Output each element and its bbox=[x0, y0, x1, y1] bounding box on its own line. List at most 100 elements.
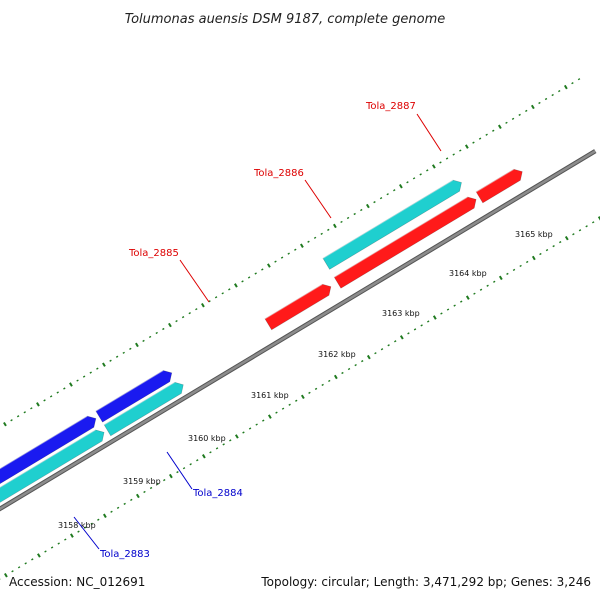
tick-outer bbox=[530, 104, 535, 110]
tick-inner bbox=[399, 335, 404, 340]
gene-highlight bbox=[103, 381, 175, 426]
tick-inner bbox=[519, 264, 522, 268]
tick-outer bbox=[439, 161, 442, 164]
tick-inner bbox=[333, 374, 338, 380]
tick-inner bbox=[130, 498, 133, 502]
tick-inner bbox=[201, 454, 206, 459]
tick-inner bbox=[24, 562, 27, 565]
tick-inner bbox=[545, 248, 549, 252]
gene-label[interactable]: Tola_2886 bbox=[253, 168, 304, 179]
tick-outer bbox=[234, 283, 238, 288]
tick-outer bbox=[544, 97, 548, 101]
tick-inner bbox=[328, 379, 331, 383]
tick-outer bbox=[300, 243, 304, 248]
tick-outer bbox=[386, 193, 389, 196]
tick-inner bbox=[103, 513, 107, 518]
topology-text: Topology: circular; Length: 3,471,292 bp… bbox=[260, 575, 591, 589]
tick-inner bbox=[473, 292, 476, 295]
tick-inner bbox=[486, 284, 489, 287]
tick-outer bbox=[102, 362, 106, 367]
tick-outer bbox=[419, 173, 422, 176]
gene-label[interactable]: Tola_2885 bbox=[128, 248, 179, 259]
tick-inner bbox=[234, 434, 239, 439]
tick-outer bbox=[393, 189, 396, 192]
tick-inner bbox=[394, 340, 397, 343]
gene-label[interactable]: Tola_2884 bbox=[192, 488, 243, 499]
tick-inner bbox=[407, 332, 410, 335]
tick-inner bbox=[64, 538, 67, 541]
gene-highlight bbox=[322, 179, 454, 259]
tick-outer bbox=[472, 141, 475, 144]
tick-outer bbox=[82, 375, 86, 378]
tick-inner bbox=[460, 300, 463, 303]
tick-inner bbox=[281, 407, 285, 410]
tick-inner bbox=[189, 463, 192, 466]
tick-inner bbox=[135, 493, 140, 499]
tick-outer bbox=[254, 272, 257, 275]
tick-inner bbox=[446, 308, 450, 311]
tick-inner bbox=[288, 403, 291, 406]
accession-text: Accession: NC_012691 bbox=[9, 575, 145, 589]
gene-highlight bbox=[475, 168, 514, 193]
tick-outer bbox=[577, 78, 581, 81]
genome-backbone bbox=[0, 149, 597, 512]
gene-highlight bbox=[95, 370, 164, 412]
tick-outer bbox=[23, 411, 26, 414]
tick-inner bbox=[512, 268, 516, 272]
scale-label: 3159 kbp bbox=[123, 477, 161, 486]
tick-outer bbox=[511, 117, 515, 120]
tick-outer bbox=[373, 200, 376, 204]
scale-label: 3161 kbp bbox=[251, 391, 289, 400]
tick-inner bbox=[585, 225, 588, 228]
tick-inner bbox=[387, 344, 390, 347]
tick-outer bbox=[175, 319, 178, 323]
tick-inner bbox=[539, 252, 542, 256]
tick-outer bbox=[3, 421, 7, 427]
backbone-highlight bbox=[0, 149, 596, 511]
tick-outer bbox=[551, 93, 554, 97]
tick-outer bbox=[267, 263, 271, 268]
tick-inner bbox=[300, 394, 305, 400]
tick-inner bbox=[498, 275, 503, 281]
tick-outer bbox=[558, 89, 561, 93]
tick-inner bbox=[558, 241, 562, 244]
tick-outer bbox=[208, 300, 211, 303]
tick-outer bbox=[142, 339, 145, 343]
tick-inner bbox=[242, 431, 245, 434]
gene-label[interactable]: Tola_2883 bbox=[99, 549, 150, 560]
tick-outer bbox=[122, 351, 125, 354]
tick-inner bbox=[90, 522, 93, 525]
scale-label: 3165 kbp bbox=[515, 230, 553, 239]
tick-inner bbox=[77, 530, 80, 533]
tick-outer bbox=[320, 232, 323, 235]
tick-inner bbox=[493, 280, 496, 283]
tick-outer bbox=[109, 359, 112, 362]
tick-inner bbox=[420, 324, 423, 327]
tick-outer bbox=[464, 144, 469, 149]
tick-outer bbox=[195, 308, 198, 311]
tick-inner bbox=[440, 312, 443, 315]
scale-labels: 3158 kbp 3159 kbp 3160 kbp 3161 kbp 3162 kbp… bbox=[58, 230, 553, 530]
tick-outer bbox=[280, 256, 284, 259]
tick-outer bbox=[538, 101, 541, 105]
tick-outer bbox=[518, 113, 521, 116]
tick-inner bbox=[308, 391, 311, 394]
tick-outer bbox=[459, 149, 462, 152]
tick-outer bbox=[96, 367, 99, 370]
tick-inner bbox=[4, 573, 8, 578]
tick-inner bbox=[267, 414, 272, 419]
tick-outer bbox=[452, 153, 455, 156]
gene-red-arrow[interactable] bbox=[264, 283, 332, 331]
gene-labels: Tola_2883 Tola_2884 Tola_2885 Tola_2886 Tola… bbox=[73, 101, 442, 560]
tick-inner bbox=[341, 371, 344, 375]
tick-inner bbox=[314, 387, 318, 390]
tick-outer bbox=[340, 220, 343, 224]
label-leader-line bbox=[416, 113, 442, 152]
tick-outer bbox=[379, 197, 383, 200]
scale-label: 3163 kbp bbox=[382, 309, 420, 318]
gene-label[interactable]: Tola_2887 bbox=[365, 101, 416, 112]
tick-inner bbox=[196, 459, 199, 462]
tick-inner bbox=[479, 288, 483, 291]
tick-outer bbox=[135, 342, 139, 348]
